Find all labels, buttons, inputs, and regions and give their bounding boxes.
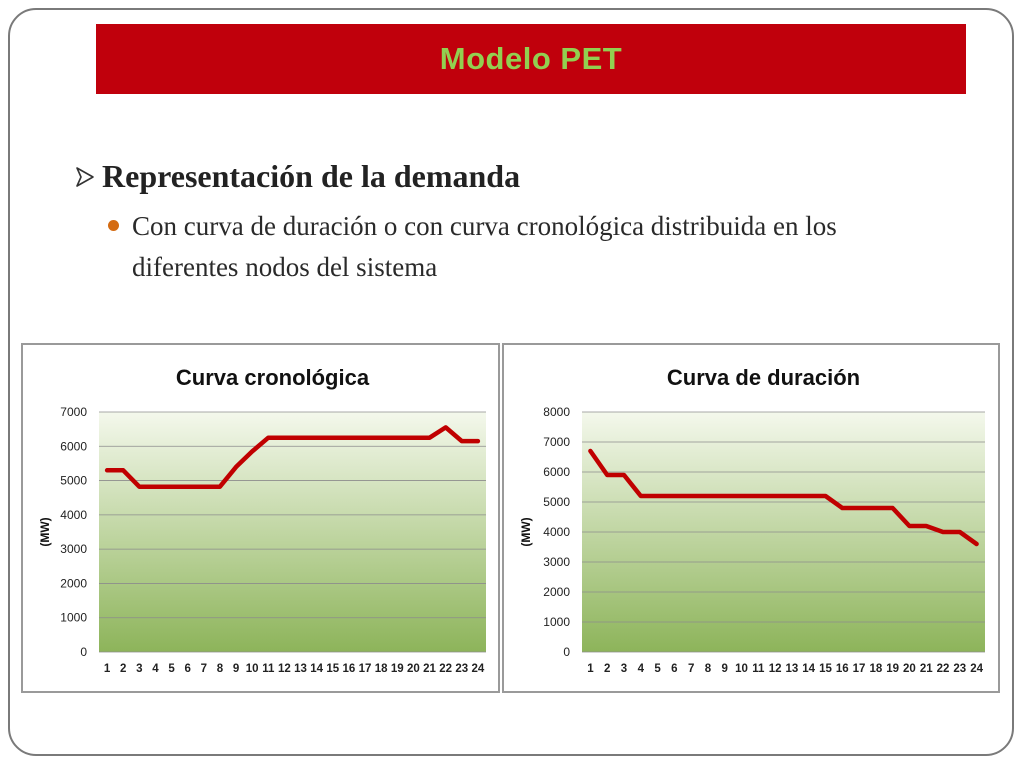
- x-tick-label: 4: [152, 663, 159, 675]
- x-tick-label: 11: [752, 663, 765, 675]
- y-tick-label: 2000: [60, 576, 87, 590]
- x-tick-label: 2: [604, 663, 610, 675]
- series-line: [588, 448, 979, 547]
- x-tick-label: 19: [391, 663, 404, 675]
- x-tick-label: 23: [455, 663, 468, 675]
- x-tick-label: 5: [654, 663, 661, 675]
- x-tick-label: 1: [104, 663, 111, 675]
- x-tick-label: 21: [423, 663, 436, 675]
- y-tick-label: 5000: [60, 474, 87, 488]
- slide-title: Modelo PET: [439, 41, 623, 76]
- arrow-bullet-icon: [74, 166, 96, 188]
- x-tick-label: 14: [310, 663, 323, 675]
- x-tick-label: 12: [769, 663, 782, 675]
- chart-title: Curva de duración: [667, 365, 860, 390]
- x-tick-label: 17: [853, 663, 866, 675]
- x-tick-label: 20: [407, 663, 420, 675]
- chart-chronological: 0 1000 2000 3000 4000 5000 6000 7000 1 2 3 4 5 6 7 8 9 10…: [21, 343, 500, 693]
- x-tick-label: 7: [201, 663, 207, 675]
- x-tick-label: 10: [246, 663, 259, 675]
- x-tick-label: 16: [836, 663, 849, 675]
- x-tick-label: 17: [359, 663, 372, 675]
- chart-title: Curva cronológica: [176, 365, 370, 390]
- bullet-sub-text: Con curva de duración o con curva cronol…: [132, 211, 837, 282]
- dot-bullet-icon: [108, 220, 119, 231]
- x-tick-label: 16: [343, 663, 356, 675]
- x-tick-label: 12: [278, 663, 291, 675]
- y-tick-label: 7000: [60, 405, 87, 419]
- x-tick-label: 8: [705, 663, 712, 675]
- x-tick-label: 15: [326, 663, 339, 675]
- x-tick-label: 14: [802, 663, 815, 675]
- bullet-main: Representación de la demanda: [74, 158, 520, 195]
- x-tick-label: 2: [120, 663, 126, 675]
- x-tick-label: 18: [869, 663, 882, 675]
- x-tick-label: 23: [953, 663, 966, 675]
- x-tick-label: 18: [375, 663, 388, 675]
- x-tick-label: 10: [735, 663, 748, 675]
- chart-duration: 0 1000 2000 3000 4000 5000 6000 7000 8000 1 2 3 4 5 6 7…: [502, 343, 1000, 693]
- series-line: [104, 425, 481, 489]
- x-tick-label: 9: [722, 663, 728, 675]
- y-axis-label: (MW): [519, 517, 533, 546]
- x-tick-label: 3: [136, 663, 142, 675]
- x-tick-label: 11: [262, 663, 275, 675]
- y-tick-label: 4000: [60, 508, 87, 522]
- x-tick-label: 6: [671, 663, 677, 675]
- x-tick-label: 20: [903, 663, 916, 675]
- x-tick-label: 24: [472, 663, 485, 675]
- y-tick-label: 1000: [543, 615, 570, 629]
- y-tick-label: 3000: [543, 555, 570, 569]
- x-tick-label: 3: [621, 663, 627, 675]
- y-tick-label: 6000: [543, 465, 570, 479]
- y-tick-label: 1000: [60, 611, 87, 625]
- x-tick-label: 9: [233, 663, 239, 675]
- x-tick-label: 22: [937, 663, 950, 675]
- x-tick-label: 24: [970, 663, 983, 675]
- bullet-main-text: Representación de la demanda: [102, 158, 521, 194]
- y-tick-label: 4000: [543, 525, 570, 539]
- x-tick-label: 6: [184, 663, 190, 675]
- x-tick-label: 5: [168, 663, 175, 675]
- y-tick-label: 3000: [60, 542, 87, 556]
- x-tick-label: 4: [638, 663, 645, 675]
- x-tick-label: 15: [819, 663, 832, 675]
- bullet-sub: Con curva de duración o con curva cronol…: [108, 206, 948, 288]
- x-tick-label: 1: [587, 663, 594, 675]
- y-tick-label: 6000: [60, 439, 87, 453]
- y-tick-label: 2000: [543, 585, 570, 599]
- y-tick-label: 7000: [543, 435, 570, 449]
- y-tick-label: 8000: [543, 405, 570, 419]
- y-tick-label: 0: [563, 645, 570, 659]
- x-tick-label: 7: [688, 663, 694, 675]
- x-tick-label: 13: [785, 663, 798, 675]
- y-axis-label: (MW): [38, 517, 52, 546]
- plot-area: [99, 412, 486, 652]
- y-tick-label: 5000: [543, 495, 570, 509]
- x-tick-label: 21: [920, 663, 933, 675]
- x-tick-label: 8: [217, 663, 224, 675]
- x-tick-label: 22: [439, 663, 452, 675]
- y-tick-label: 0: [80, 645, 87, 659]
- title-bar: Modelo PET: [96, 24, 966, 94]
- x-tick-label: 19: [886, 663, 899, 675]
- x-tick-label: 13: [294, 663, 307, 675]
